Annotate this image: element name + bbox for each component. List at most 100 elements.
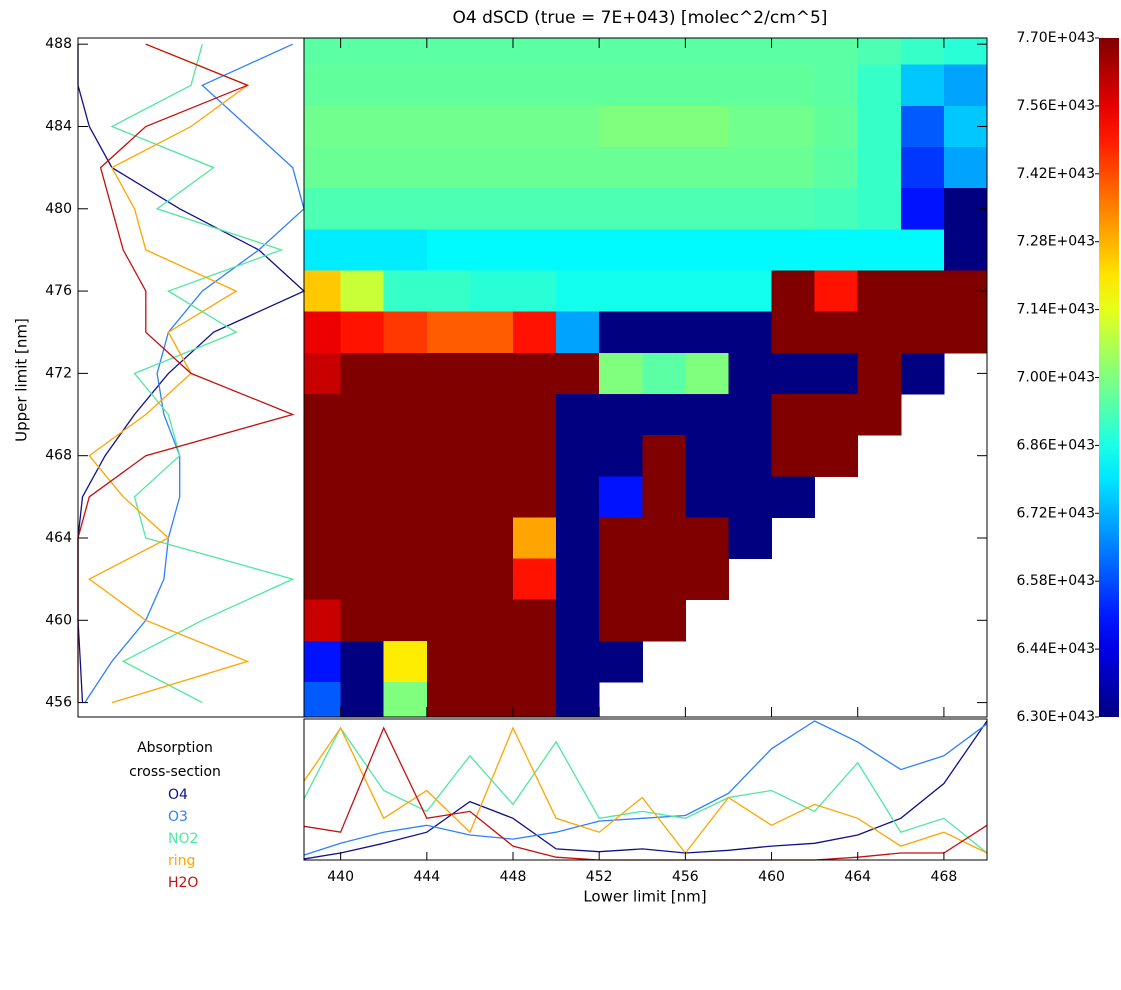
heatmap-cell <box>384 600 428 642</box>
heatmap-cell <box>384 24 428 66</box>
heatmap-cell <box>599 271 643 313</box>
heatmap-cell <box>599 312 643 354</box>
heatmap-cell <box>470 435 514 477</box>
y-tick-label: 472 <box>45 365 72 381</box>
heatmap-cell <box>556 147 600 189</box>
heatmap-cell <box>341 476 385 518</box>
heatmap-cell <box>470 641 514 683</box>
y-axis-label: Upper limit [nm] <box>13 318 31 442</box>
heatmap-cell <box>772 24 816 66</box>
heatmap-cell <box>858 271 902 313</box>
heatmap-cell <box>470 65 514 107</box>
heatmap-cell <box>642 147 686 189</box>
heatmap-cell <box>384 353 428 395</box>
heatmap-cell <box>427 641 471 683</box>
legend-entry: O3 <box>168 809 188 825</box>
heatmap-cell <box>944 65 988 107</box>
heatmap-cell <box>901 188 945 230</box>
heatmap-cell <box>599 24 643 66</box>
absorption-line <box>298 728 988 860</box>
chart: O4 dSCD (true = 7E+043) [molec^2/cm^5] L… <box>0 0 1121 990</box>
heatmap-cell <box>642 271 686 313</box>
x-tick-label: 448 <box>500 869 527 885</box>
heatmap-cell <box>341 106 385 148</box>
heatmap-cell <box>384 559 428 601</box>
colorbar-tick-label: 7.00E+043 <box>1017 370 1095 386</box>
heatmap-cell <box>470 559 514 601</box>
heatmap-cell <box>901 65 945 107</box>
heatmap-cell <box>384 476 428 518</box>
heatmap-cell <box>427 600 471 642</box>
heatmap-cell <box>772 65 816 107</box>
heatmap-cell <box>858 188 902 230</box>
x-tick-label: 464 <box>844 869 871 885</box>
heatmap-cell <box>384 271 428 313</box>
colorbar-tick-label: 7.42E+043 <box>1017 166 1095 182</box>
heatmap-cell <box>728 435 772 477</box>
heatmap-cell <box>772 147 816 189</box>
heatmap-cell <box>728 312 772 354</box>
heatmap-cell <box>642 517 686 559</box>
heatmap-cell <box>341 312 385 354</box>
heatmap-cell <box>556 559 600 601</box>
heatmap-cell <box>599 517 643 559</box>
heatmap-cell <box>642 24 686 66</box>
heatmap-cell <box>772 312 816 354</box>
heatmap-cell <box>685 188 729 230</box>
heatmap-cell <box>341 271 385 313</box>
colorbar-tick-label: 6.30E+043 <box>1017 709 1095 725</box>
legend-entry: H2O <box>168 875 198 891</box>
left-panel-lines <box>78 44 304 702</box>
heatmap-cell <box>815 312 859 354</box>
heatmap-cell <box>513 188 557 230</box>
heatmap-cell <box>599 559 643 601</box>
heatmap-cell <box>556 394 600 436</box>
heatmap-cell <box>858 353 902 395</box>
heatmap-cell <box>427 106 471 148</box>
heatmap-cell <box>685 65 729 107</box>
heatmap-cell <box>341 24 385 66</box>
bottom-panel-frame <box>304 719 987 860</box>
heatmap-cell <box>513 65 557 107</box>
heatmap-cell <box>513 106 557 148</box>
heatmap-cell <box>815 24 859 66</box>
heatmap-cell <box>556 188 600 230</box>
colorbar-tick-label: 7.56E+043 <box>1017 98 1095 114</box>
heatmap-cell <box>384 394 428 436</box>
heatmap-cell <box>685 147 729 189</box>
heatmap-cell <box>685 517 729 559</box>
heatmap-cell <box>427 435 471 477</box>
heatmap-cell <box>772 229 816 271</box>
colorbar-tick-label: 6.58E+043 <box>1017 573 1095 589</box>
heatmap-cell <box>556 271 600 313</box>
heatmap-cell <box>599 435 643 477</box>
heatmap-cell <box>815 65 859 107</box>
y-tick-label: 476 <box>45 283 72 299</box>
heatmap-cell <box>427 353 471 395</box>
heatmap-cell <box>815 394 859 436</box>
heatmap-cell <box>513 435 557 477</box>
legend-entry: ring <box>168 853 195 869</box>
heatmap-cell <box>944 229 988 271</box>
heatmap-cell <box>685 106 729 148</box>
y-tick-label: 460 <box>45 612 72 628</box>
heatmap-cell <box>858 106 902 148</box>
colorbar-tick-label: 7.70E+043 <box>1017 30 1095 46</box>
heatmap-cell <box>728 106 772 148</box>
heatmap-cell <box>341 435 385 477</box>
heatmap-cell <box>384 106 428 148</box>
heatmap-cell <box>642 188 686 230</box>
heatmap-cell <box>858 24 902 66</box>
heatmap-cell <box>470 517 514 559</box>
heatmap-cell <box>556 229 600 271</box>
heatmap-cell <box>341 517 385 559</box>
heatmap-cell <box>642 559 686 601</box>
heatmap-cell <box>427 476 471 518</box>
x-tick-label: 440 <box>327 869 354 885</box>
colorbar <box>1099 38 1119 717</box>
x-tick-label: 444 <box>413 869 440 885</box>
heatmap-cell <box>427 65 471 107</box>
x-tick-label: 460 <box>758 869 785 885</box>
heatmap-cell <box>427 147 471 189</box>
heatmap-cell <box>642 600 686 642</box>
